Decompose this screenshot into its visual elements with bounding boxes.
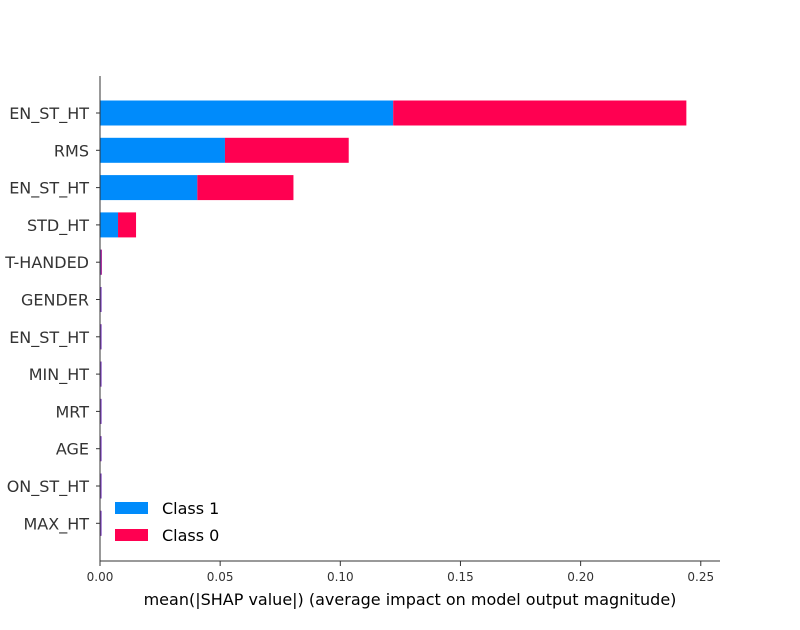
bar-overlap-marker-row-5 bbox=[100, 287, 102, 312]
x-tick-label-0: 0.00 bbox=[87, 570, 114, 584]
bar-class-1-row-0 bbox=[100, 100, 394, 126]
x-tick-label-3: 0.15 bbox=[447, 570, 474, 584]
category-label-11: MAX_HT bbox=[23, 514, 89, 534]
bar-class-0-row-2 bbox=[197, 175, 294, 201]
category-label-2: EN_ST_HT bbox=[9, 179, 89, 199]
bar-class-0-row-0 bbox=[393, 100, 687, 126]
x-tick-label-4: 0.20 bbox=[567, 570, 594, 584]
bar-overlap-marker-row-10 bbox=[100, 473, 102, 499]
bar-class-0-row-3 bbox=[118, 212, 137, 238]
x-tick-label-2: 0.10 bbox=[327, 570, 354, 584]
bar-class-0-row-1 bbox=[224, 137, 349, 163]
legend-label-class-0: Class 0 bbox=[162, 526, 219, 545]
category-label-0: EN_ST_HT bbox=[9, 104, 89, 124]
legend: Class 1 Class 0 bbox=[115, 499, 219, 545]
legend-swatch-class-1 bbox=[115, 502, 148, 514]
x-axis-title: mean(|SHAP value|) (average impact on mo… bbox=[144, 590, 677, 609]
x-tick-label-5: 0.25 bbox=[687, 570, 714, 584]
category-labels: EN_ST_HT RMS EN_ST_HT STD_HT T-HANDED GENDER E… bbox=[4, 104, 100, 534]
bar-class-1-row-2 bbox=[100, 175, 198, 201]
category-label-5: GENDER bbox=[21, 291, 89, 310]
category-label-3: STD_HT bbox=[27, 216, 89, 236]
category-label-8: MRT bbox=[55, 402, 89, 421]
x-ticks: 0.00 0.05 0.10 0.15 0.20 0.25 bbox=[87, 561, 714, 584]
x-tick-label-1: 0.05 bbox=[207, 570, 234, 584]
bar-overlap-marker-row-4 bbox=[100, 249, 102, 275]
bar-class-1-row-1 bbox=[100, 137, 225, 163]
legend-swatch-class-0 bbox=[115, 529, 148, 541]
bar-overlap-marker-row-6 bbox=[100, 324, 102, 350]
bars-group bbox=[100, 100, 687, 536]
category-label-6: EN_ST_HT bbox=[9, 328, 89, 348]
legend-label-class-1: Class 1 bbox=[162, 499, 219, 518]
category-label-10: ON_ST_HT bbox=[7, 477, 90, 497]
category-label-9: AGE bbox=[56, 440, 89, 459]
category-label-1: RMS bbox=[54, 141, 89, 160]
bar-class-1-row-3 bbox=[100, 212, 119, 238]
bar-overlap-marker-row-9 bbox=[100, 436, 102, 462]
bar-overlap-marker-row-11 bbox=[100, 510, 102, 536]
category-label-7: MIN_HT bbox=[29, 365, 90, 385]
bar-overlap-marker-row-8 bbox=[100, 398, 102, 424]
bar-overlap-marker-row-7 bbox=[100, 361, 102, 387]
category-label-4: T-HANDED bbox=[4, 253, 89, 272]
